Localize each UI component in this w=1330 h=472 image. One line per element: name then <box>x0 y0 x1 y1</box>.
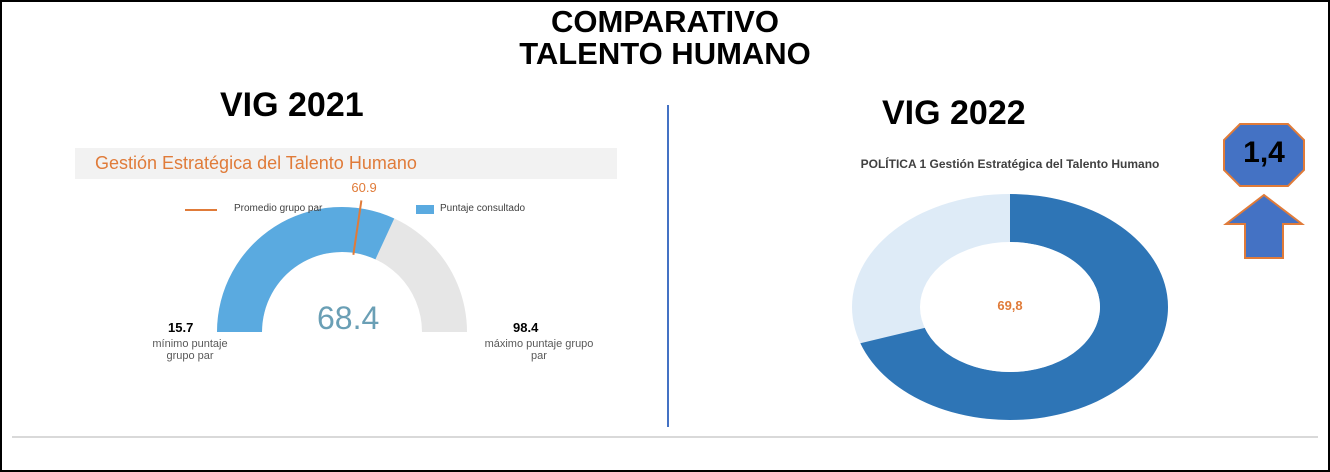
gauge-value <box>217 206 395 332</box>
min-label: mínimo puntaje grupo par <box>152 338 228 362</box>
value-label: 69,8 <box>997 298 1023 313</box>
gauge-title: Gestión Estratégica del Talento Humano <box>95 153 417 173</box>
legend-swatch <box>416 205 434 214</box>
legend-label: Promedio grupo par <box>234 203 323 214</box>
badge-shape <box>1223 123 1305 187</box>
title-line: COMPARATIVO <box>551 4 779 39</box>
heading: VIG 2021 <box>220 86 364 124</box>
gauge-title-box <box>75 148 617 179</box>
value-label: 68.4 <box>317 300 380 336</box>
badge-label: 1,4 <box>1243 136 1285 169</box>
average-marker <box>352 200 363 255</box>
average-label: 60.9 <box>351 180 377 196</box>
heading: VIG 2022 <box>882 94 1026 132</box>
title-line: TALENTO HUMANO <box>519 36 811 71</box>
max-value: 98.4 <box>513 320 539 335</box>
donut-segment <box>860 194 1169 420</box>
up-arrow <box>1223 193 1305 259</box>
min-value: 15.7 <box>168 320 194 335</box>
page-title: COMPARATIVO TALENTO HUMANO <box>2 6 1328 70</box>
donut-hole <box>920 242 1100 372</box>
max-label: máximo puntaje grupo par <box>484 338 594 362</box>
legend-label: Puntaje consultado <box>440 203 526 214</box>
donut-title: POLÍTICA 1 Gestión Estratégica del Talen… <box>860 157 1160 171</box>
